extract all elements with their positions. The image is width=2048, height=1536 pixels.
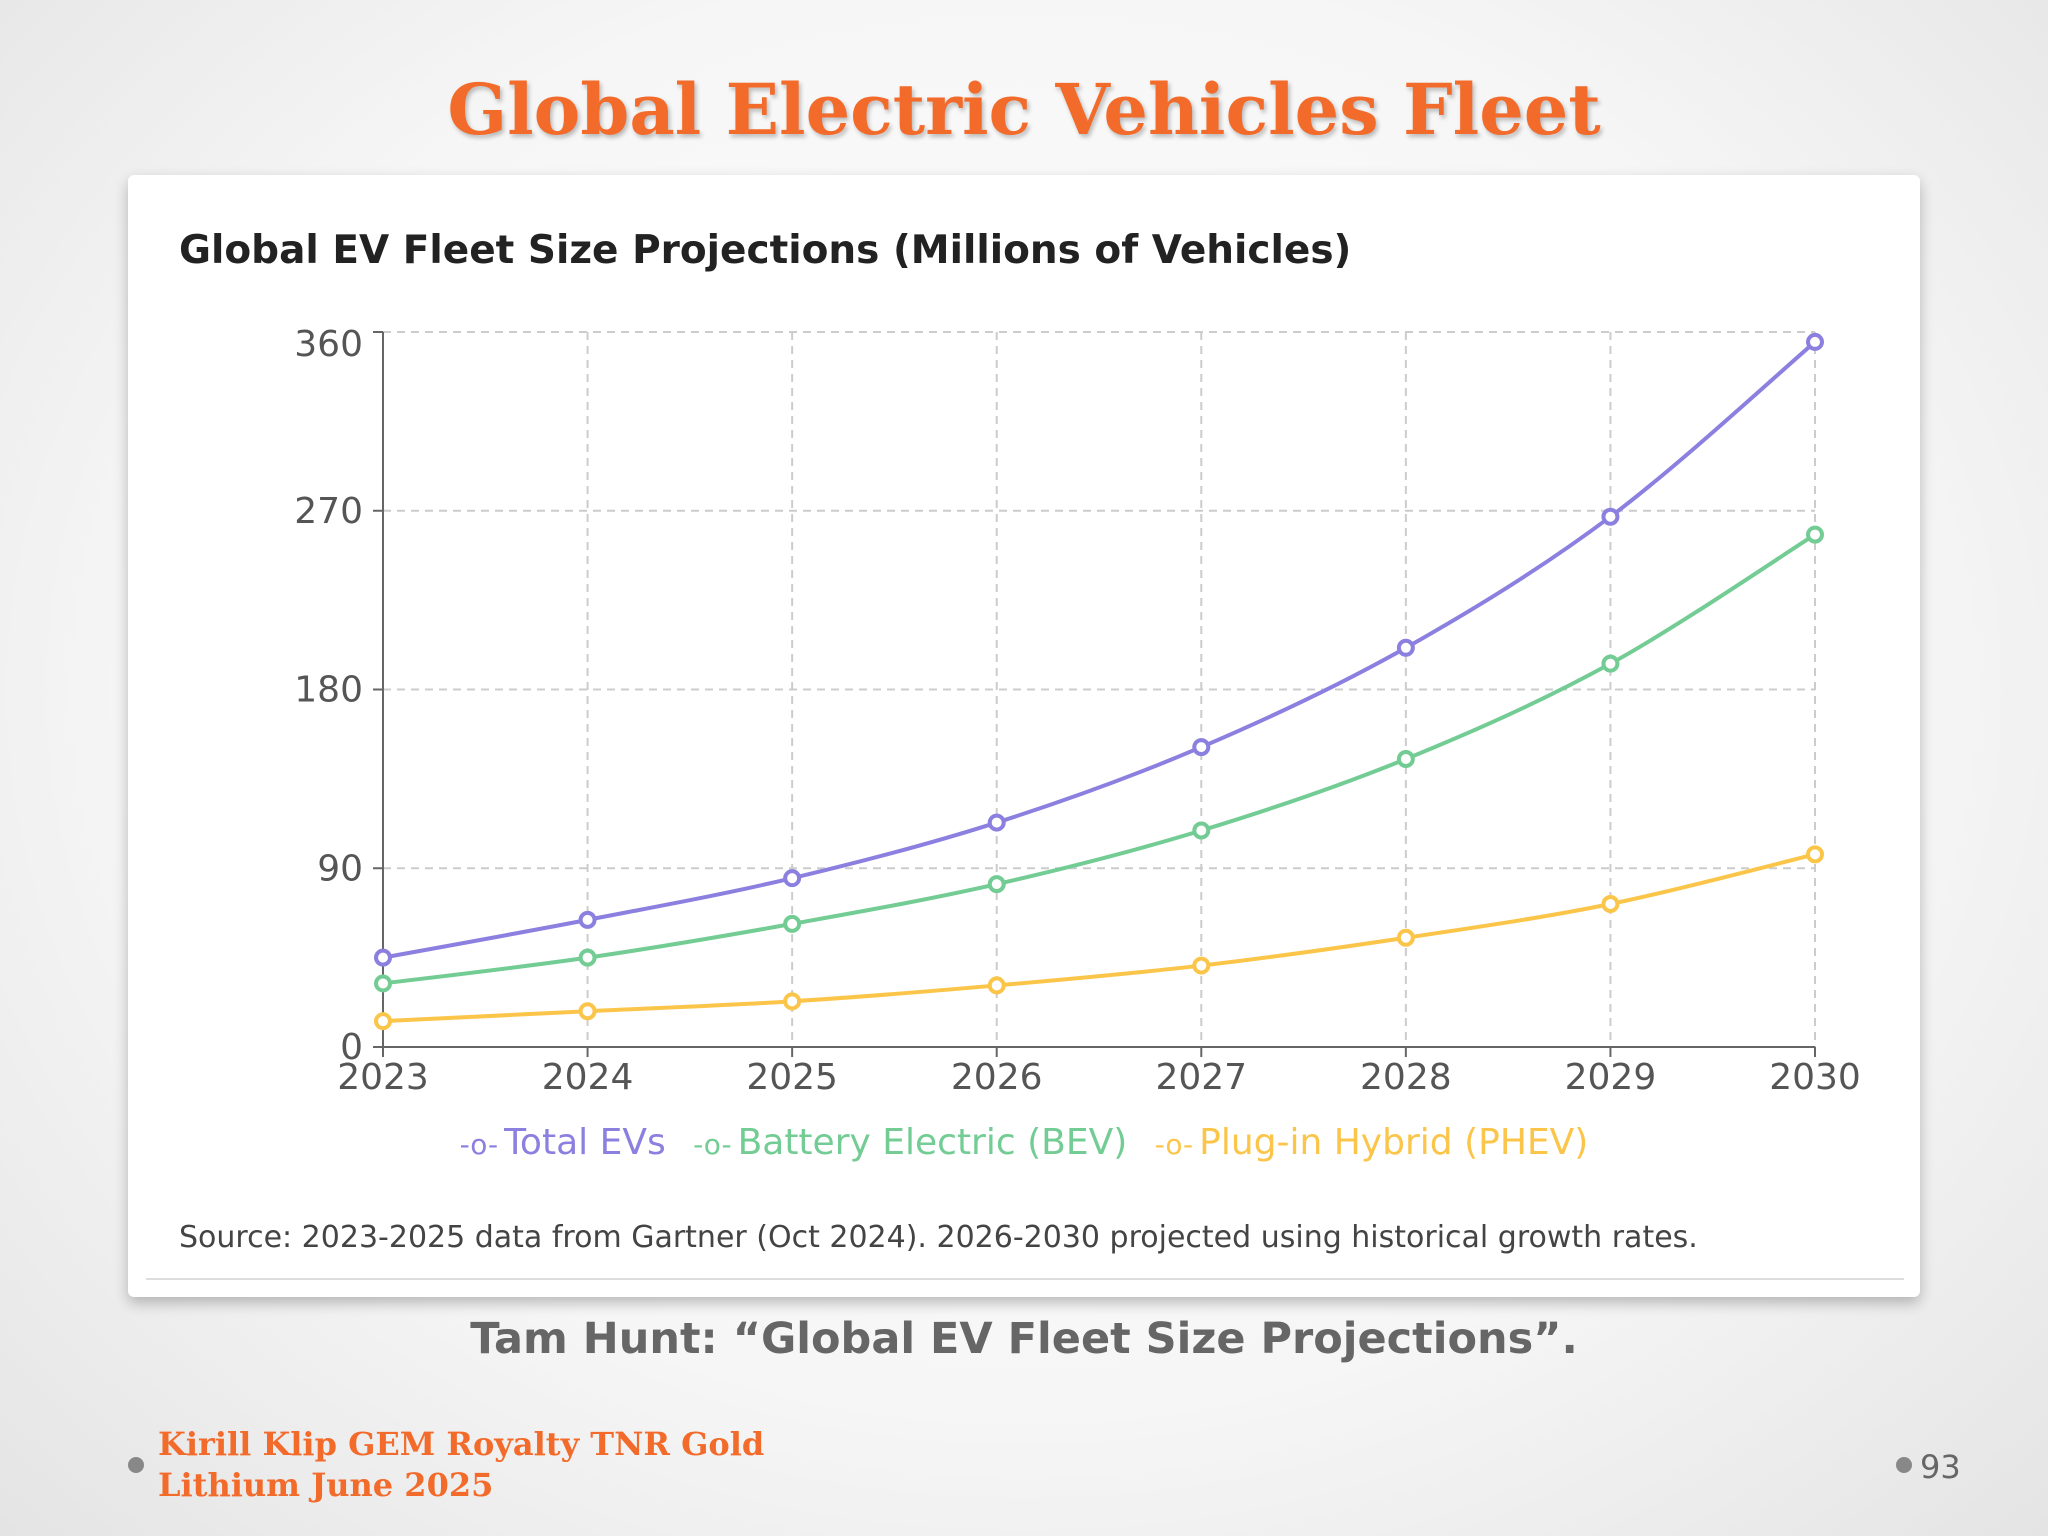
y-tick-label: 180	[294, 670, 363, 711]
data-point	[374, 948, 392, 967]
data-point	[1806, 332, 1824, 351]
y-tick-label: 270	[294, 491, 363, 532]
data-point	[1192, 738, 1211, 757]
footer-credit: Kirill Klip GEM Royalty TNR Gold Lithium…	[158, 1424, 764, 1506]
source-note: Source: 2023-2025 data from Gartner (Oct…	[179, 1220, 1698, 1255]
data-point	[987, 875, 1006, 894]
legend-item-phev[interactable]: -o- Plug-in Hybrid (PHEV)	[1155, 1122, 1589, 1163]
data-point	[578, 1002, 597, 1021]
data-point	[987, 813, 1006, 832]
x-tick-label: 2027	[1155, 1057, 1247, 1098]
data-point	[1601, 895, 1620, 913]
footer-line-1: Kirill Klip GEM Royalty TNR Gold	[158, 1425, 765, 1463]
line-marker-icon: -o-	[459, 1128, 499, 1161]
data-point	[987, 976, 1006, 995]
legend-label: Total EVs	[504, 1122, 666, 1163]
data-point	[783, 869, 802, 888]
x-tick-label: 2030	[1769, 1057, 1861, 1098]
data-point	[374, 974, 392, 993]
divider	[146, 1278, 1904, 1280]
y-tick-label: 0	[340, 1027, 363, 1068]
data-point	[1601, 507, 1620, 526]
data-point	[1396, 750, 1415, 769]
page-number: 93	[1920, 1448, 1961, 1486]
x-tick-label: 2029	[1565, 1057, 1657, 1098]
data-point	[1192, 821, 1211, 840]
line-marker-icon: -o-	[1154, 1128, 1194, 1161]
data-point	[1601, 654, 1620, 673]
chart-card	[128, 175, 1920, 1297]
y-tick-label: 90	[317, 848, 363, 889]
slide-title: Global Electric Vehicles Fleet	[447, 68, 1601, 151]
series-line-2	[382, 852, 1816, 1024]
caption: Tam Hunt: “Global EV Fleet Size Projecti…	[470, 1314, 1578, 1364]
chart-title: Global EV Fleet Size Projections (Millio…	[179, 228, 1352, 273]
x-tick-label: 2026	[951, 1057, 1043, 1098]
footer-line-2: Lithium June 2025	[158, 1466, 494, 1504]
legend: -o- Total EVs -o- Battery Electric (BEV) -…	[0, 1122, 2048, 1163]
legend-item-total[interactable]: -o- Total EVs	[460, 1122, 666, 1163]
data-point	[783, 914, 802, 933]
data-point	[578, 948, 597, 967]
line-marker-icon: -o-	[693, 1128, 732, 1161]
legend-label: Battery Electric (BEV)	[737, 1122, 1128, 1163]
data-point	[374, 1012, 392, 1031]
bullet-icon	[128, 1457, 144, 1473]
bullet-icon	[1896, 1457, 1912, 1473]
data-point	[1806, 845, 1824, 864]
data-point	[783, 992, 802, 1011]
series-line-1	[382, 532, 1817, 986]
y-tick-label: 360	[294, 324, 363, 365]
x-tick-label: 2023	[337, 1057, 429, 1098]
x-tick-label: 2028	[1360, 1057, 1452, 1098]
data-point	[1396, 928, 1415, 947]
data-point	[1192, 956, 1211, 975]
x-tick-label: 2025	[746, 1057, 838, 1098]
x-tick-label: 2024	[542, 1057, 634, 1098]
series-line-0	[382, 340, 1817, 960]
legend-item-bev[interactable]: -o- Battery Electric (BEV)	[693, 1122, 1127, 1163]
data-point	[1806, 525, 1824, 544]
legend-label: Plug-in Hybrid (PHEV)	[1199, 1122, 1589, 1163]
data-point	[578, 910, 597, 929]
data-point	[1396, 638, 1415, 657]
